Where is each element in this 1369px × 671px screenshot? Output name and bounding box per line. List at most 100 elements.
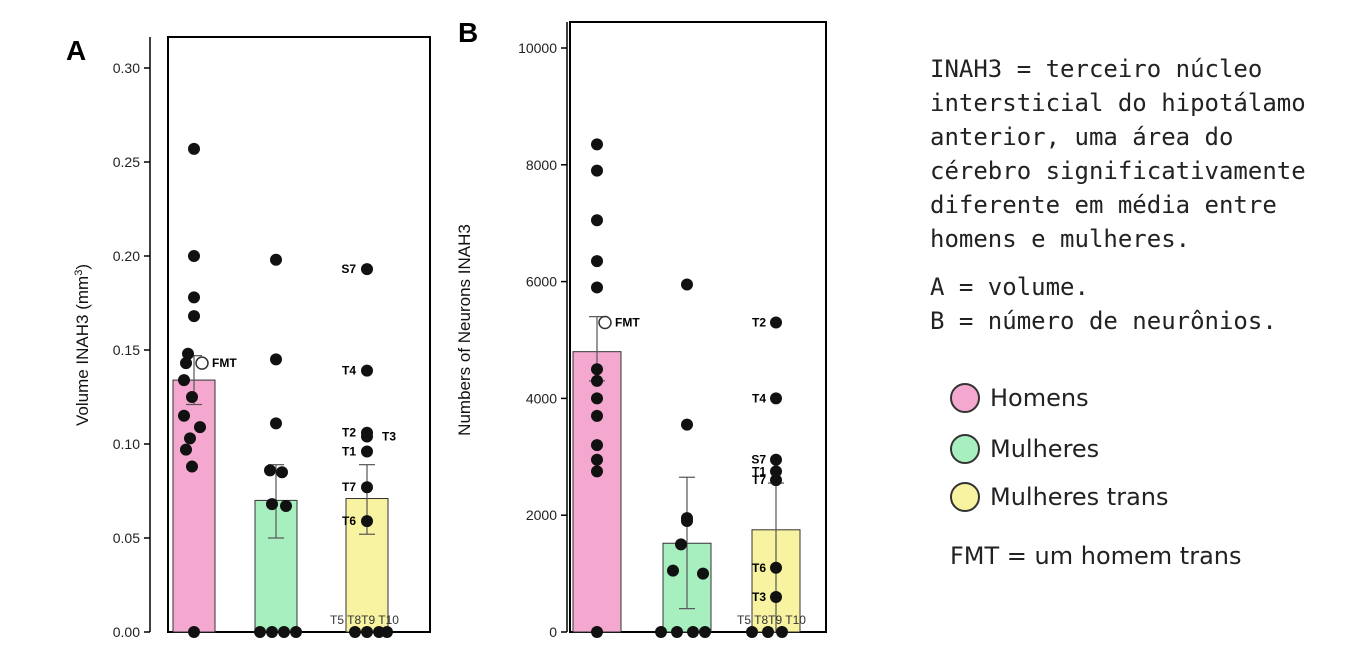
- data-point: [278, 626, 290, 638]
- subject-label: S7: [341, 262, 356, 276]
- subject-label: T1: [342, 445, 356, 459]
- data-point: [776, 626, 788, 638]
- data-point: [266, 498, 278, 511]
- definition-line: anterior, uma área do: [930, 123, 1234, 151]
- definition-line: INAH3 = terceiro núcleo: [930, 55, 1263, 83]
- data-point: [770, 474, 782, 487]
- panel-a-chart: A 0.00 0.05 0.10 0.15 0.20 0.25 0.30 Volume IN…: [66, 35, 431, 640]
- baseline-labels: T5 T8T9 T10: [737, 613, 806, 627]
- subject-label: T7: [752, 473, 766, 487]
- y-tick-label: 0.00: [113, 624, 140, 640]
- fmt-marker: [598, 315, 612, 330]
- data-point: [591, 626, 603, 638]
- data-point: [349, 626, 361, 638]
- subject-label: T6: [752, 561, 766, 575]
- subject-label: S7: [751, 453, 766, 467]
- data-point: [188, 142, 200, 155]
- panel-b-ylabel: Numbers of Neurons INAH3: [455, 224, 474, 436]
- fmt-label: FMT: [212, 356, 237, 370]
- subject-label: T3: [382, 429, 396, 443]
- data-point: [361, 515, 373, 528]
- subject-label: T1: [752, 464, 766, 478]
- data-point: [770, 465, 782, 478]
- data-point: [762, 626, 774, 638]
- data-point: [591, 392, 603, 405]
- data-point: [591, 214, 603, 227]
- data-point: [184, 432, 196, 445]
- fmt-label: FMT: [615, 315, 640, 329]
- subject-label: T2: [752, 315, 766, 329]
- panel-a-ylabel: Volume INAH3 (mm3): [73, 264, 92, 426]
- data-point: [591, 465, 603, 478]
- fmt-marker: [195, 356, 209, 370]
- data-point: [746, 626, 758, 638]
- subject-label: T6: [342, 514, 356, 528]
- data-point: [188, 626, 200, 638]
- data-point: [270, 417, 282, 430]
- data-point: [681, 418, 693, 431]
- y-tick-label: 4000: [526, 390, 557, 406]
- legend-swatch-green: [950, 434, 980, 464]
- data-point: [770, 392, 782, 405]
- y-tick-label: 2000: [526, 507, 557, 523]
- definition-line: intersticial do hipotálamo: [930, 89, 1306, 117]
- data-point: [770, 561, 782, 574]
- subject-label: T7: [342, 480, 356, 494]
- data-point: [361, 364, 373, 377]
- y-tick-label: 0: [549, 624, 557, 640]
- fmt-note: FMT = um homem trans: [950, 542, 1242, 570]
- data-point: [182, 347, 194, 360]
- data-point: [361, 263, 373, 276]
- legend-swatch-yellow: [950, 482, 980, 512]
- data-point: [276, 466, 288, 479]
- data-point: [591, 138, 603, 151]
- legend-item-homens: Homens: [950, 383, 1089, 413]
- legend-definition: INAH3 = terceiro núcleo intersticial do …: [930, 52, 1350, 338]
- data-point: [675, 538, 687, 551]
- y-tick-label: 0.25: [113, 154, 140, 170]
- subject-label: T4: [752, 391, 766, 405]
- data-point: [671, 626, 683, 638]
- data-point: [381, 626, 393, 638]
- y-tick-label: 8000: [526, 157, 557, 173]
- data-point: [591, 374, 603, 387]
- data-point: [280, 500, 292, 513]
- data-point: [591, 453, 603, 466]
- subject-label: T4: [342, 364, 356, 378]
- data-point: [270, 253, 282, 266]
- data-point: [591, 281, 603, 294]
- data-point: [186, 391, 198, 403]
- panel-b-chart: B 0 2000 4000 6000 8000 10000 Numbers of Neur…: [455, 17, 827, 640]
- y-tick-label: 0.30: [113, 60, 140, 76]
- abbr-b: B = número de neurônios.: [930, 307, 1277, 335]
- panel-a-letter: A: [66, 35, 86, 66]
- legend-label: Homens: [990, 384, 1089, 412]
- subject-label: T3: [752, 590, 766, 604]
- data-point: [699, 626, 711, 638]
- data-point: [770, 590, 782, 603]
- legend-item-mulheres-trans: Mulheres trans: [950, 482, 1169, 512]
- data-point: [591, 164, 603, 177]
- data-point: [180, 357, 192, 370]
- y-tick-label: 0.10: [113, 436, 140, 452]
- y-tick-label: 6000: [526, 274, 557, 290]
- data-point: [266, 626, 278, 638]
- data-point: [687, 626, 699, 638]
- data-point: [361, 481, 373, 494]
- data-point: [254, 626, 266, 638]
- data-point: [290, 626, 302, 638]
- data-point: [591, 363, 603, 376]
- data-point: [697, 567, 709, 580]
- data-point: [655, 626, 667, 638]
- legend-item-mulheres: Mulheres: [950, 434, 1099, 464]
- y-tick-label: 10000: [518, 40, 557, 56]
- legend-label: Mulheres trans: [990, 483, 1169, 511]
- data-point: [681, 515, 693, 528]
- y-tick-label: 0.15: [113, 342, 140, 358]
- data-point: [591, 439, 603, 452]
- data-point: [186, 460, 198, 473]
- baseline-labels: T5 T8T9 T10: [330, 613, 399, 627]
- legend-swatch-pink: [950, 383, 980, 413]
- data-point: [178, 409, 190, 422]
- data-point: [270, 353, 282, 366]
